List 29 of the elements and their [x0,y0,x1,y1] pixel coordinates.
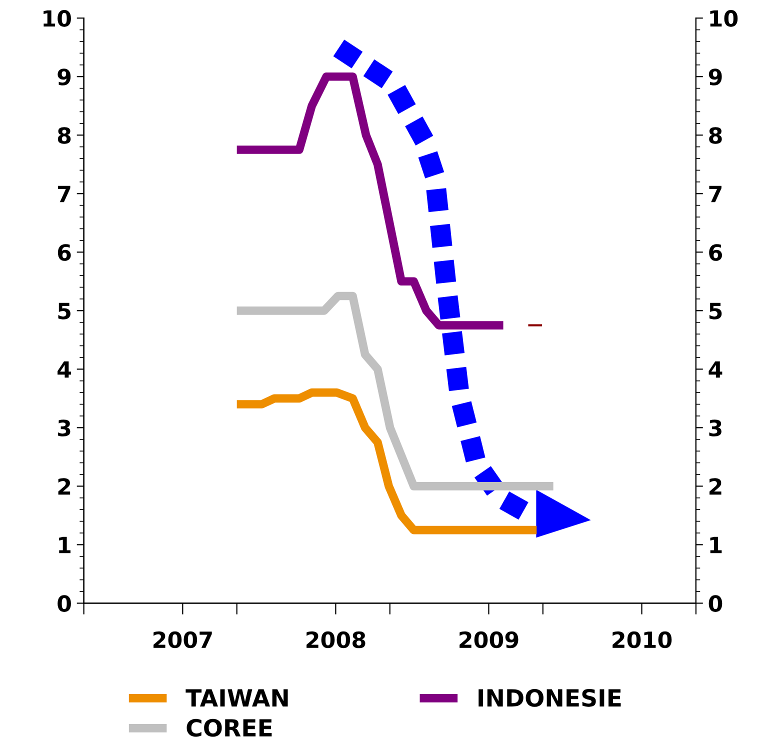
x-tick-label: 2008 [306,631,366,648]
y-tick-label: 9 [58,68,71,86]
y2-tick-label: 0 [708,595,722,612]
y-tick-label: 4 [58,361,71,378]
legend-label: TAIWAN [186,689,288,706]
y-tick-label: 3 [58,420,70,436]
y-tick-label: 8 [58,127,71,144]
y2-tick-label: 10 [710,10,738,27]
x-tick-label: 2009 [460,631,518,648]
y2-tick-label: 9 [708,68,722,86]
y-tick-label: 5 [58,302,70,320]
y2-tick-label: 3 [709,420,722,436]
legend-label: COREE [186,718,272,737]
x-tick-label: 2007 [154,631,212,648]
y2-tick-label: 1 [710,536,722,554]
y-tick-label: 1 [59,536,70,554]
legend-label: INDONESIE [478,688,621,707]
y2-tick-label: 5 [709,302,722,320]
x-tick-label: 2010 [612,631,672,648]
y2-tick-label: 2 [710,478,722,495]
y-tick-label: 6 [58,244,71,261]
y-tick-label: 2 [58,478,70,495]
y2-tick-label: 8 [709,127,722,144]
y-tick-label: 0 [58,595,71,612]
y2-tick-label: 6 [709,244,722,261]
y2-tick-label: 7 [709,186,722,202]
y-tick-label: 7 [58,186,70,202]
y2-tick-label: 4 [708,361,722,378]
y-tick-label: 10 [44,10,71,27]
